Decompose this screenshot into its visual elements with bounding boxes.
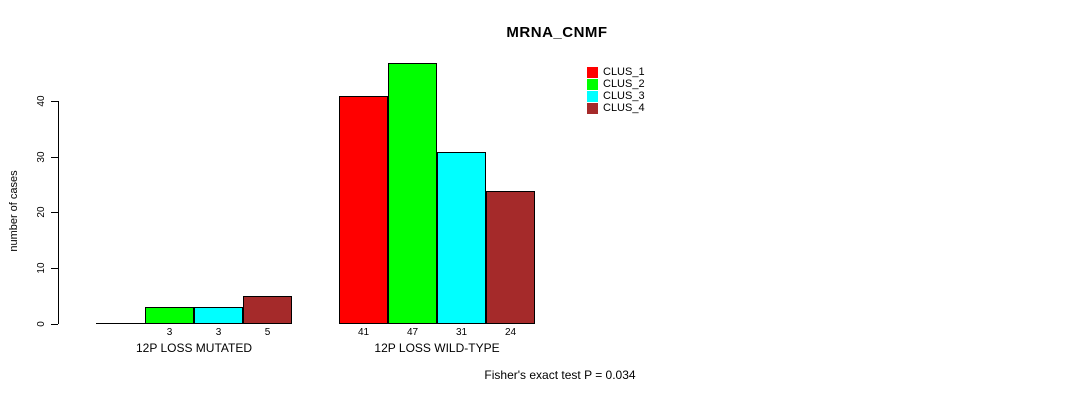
bar (388, 62, 437, 324)
legend-label: CLUS_4 (603, 102, 645, 114)
legend-label: CLUS_1 (603, 66, 645, 78)
tick-label: 40 (36, 95, 47, 107)
bar-value-label: 3 (166, 327, 173, 338)
bar (486, 190, 535, 324)
bar-value-label: 24 (504, 327, 517, 338)
bar-value-label: 41 (357, 327, 370, 338)
footnote: Fisher's exact test P = 0.034 (484, 368, 636, 382)
bar (437, 151, 486, 324)
bar-value-label: 3 (215, 327, 222, 338)
bar-value-label: 31 (455, 327, 468, 338)
legend-row: CLUS_2 (587, 79, 645, 90)
tick-label: 30 (36, 151, 47, 163)
bar-value-label: 47 (406, 327, 419, 338)
legend-label: CLUS_2 (603, 78, 645, 90)
bar (339, 95, 388, 324)
tick-mark (51, 212, 58, 214)
tick-mark (51, 323, 58, 325)
bar (145, 307, 194, 324)
y-axis-line (58, 101, 59, 324)
tick-label: 0 (36, 320, 47, 327)
tick-label: 20 (36, 206, 47, 218)
tick-label: 10 (36, 262, 47, 274)
legend-swatch (587, 67, 598, 78)
bar (243, 296, 292, 324)
legend-label: CLUS_3 (603, 90, 645, 102)
y-axis-label: number of cases (8, 170, 20, 252)
legend-row: CLUS_3 (587, 91, 645, 102)
legend-swatch (587, 79, 598, 90)
legend-row: CLUS_4 (587, 103, 645, 114)
group-label: 12P LOSS MUTATED (135, 341, 253, 355)
tick-mark (51, 156, 58, 158)
legend-swatch (587, 103, 598, 114)
chart-title: MRNA_CNMF (506, 24, 608, 41)
bar-value-label: 5 (264, 327, 271, 338)
legend-row: CLUS_1 (587, 67, 645, 78)
group-label: 12P LOSS WILD-TYPE (374, 341, 500, 355)
tick-mark (51, 267, 58, 269)
legend: CLUS_1 CLUS_2 CLUS_3 CLUS_4 (587, 67, 645, 114)
bar (194, 307, 243, 324)
tick-mark (51, 101, 58, 102)
legend-swatch (587, 91, 598, 102)
